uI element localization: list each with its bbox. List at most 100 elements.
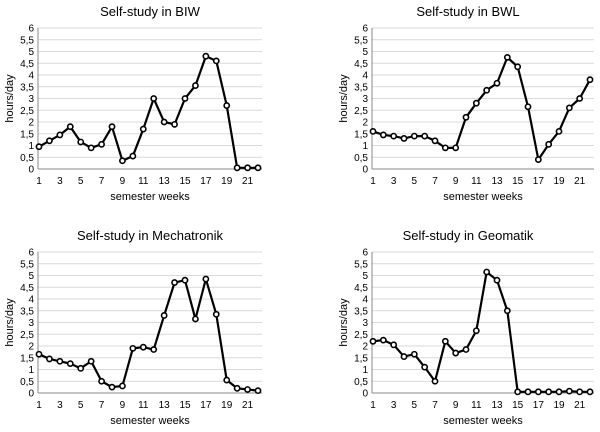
x-tick-label: 11 — [471, 176, 482, 187]
y-tick-label: 4 — [362, 295, 368, 306]
series-line — [372, 56, 591, 161]
data-point — [555, 388, 563, 396]
chart-panel-1: Self-study in BIW00,511,522,533,544,555,… — [4, 4, 262, 203]
data-point — [139, 343, 147, 351]
x-tick-label: 15 — [512, 176, 524, 187]
x-tick-label: 9 — [453, 400, 459, 411]
data-point — [472, 327, 480, 335]
y-tick-label: 6 — [362, 248, 368, 259]
data-point — [421, 132, 429, 140]
y-tick-label: 3,5 — [354, 306, 368, 317]
chart-title: Self-study in Mechatronik — [77, 228, 223, 243]
y-tick-label: 5 — [28, 47, 34, 58]
data-point — [472, 99, 480, 107]
data-point — [379, 131, 387, 139]
x-tick-label: 9 — [120, 176, 126, 187]
data-point — [98, 140, 105, 148]
data-point — [77, 138, 85, 146]
data-point — [150, 346, 158, 353]
y-tick-label: 1,5 — [354, 129, 368, 140]
data-point — [66, 360, 74, 368]
data-point — [192, 82, 199, 89]
y-tick-label: 0,5 — [20, 153, 34, 164]
data-point — [400, 353, 408, 360]
x-tick-label: 19 — [221, 176, 233, 187]
data-point — [77, 364, 85, 372]
x-tick-label: 17 — [200, 400, 212, 411]
x-tick-label: 15 — [512, 400, 524, 411]
x-tick-label: 7 — [432, 400, 438, 411]
data-point — [483, 268, 491, 276]
data-point — [503, 307, 511, 315]
y-tick-label: 6 — [28, 24, 34, 35]
y-tick-label: 1,5 — [20, 353, 34, 364]
data-point — [129, 344, 137, 352]
data-point — [576, 388, 584, 396]
x-tick-label: 1 — [370, 400, 376, 411]
x-tick-label: 15 — [179, 176, 191, 187]
x-tick-label: 7 — [99, 176, 105, 187]
x-tick-label: 17 — [200, 176, 212, 187]
y-tick-label: 5,5 — [20, 35, 34, 46]
data-point — [233, 384, 241, 392]
y-tick-label: 0 — [362, 389, 368, 400]
y-tick-label: 3,5 — [20, 82, 34, 93]
data-point — [493, 79, 501, 87]
y-tick-label: 6 — [362, 24, 368, 35]
data-point — [576, 95, 584, 102]
data-point — [483, 86, 491, 94]
x-tick-label: 21 — [574, 400, 586, 411]
y-tick-label: 3 — [28, 318, 34, 329]
y-tick-label: 3 — [362, 94, 368, 105]
series-line — [38, 55, 258, 169]
data-point — [171, 120, 178, 128]
x-tick-label: 13 — [491, 176, 503, 187]
x-tick-label: 21 — [574, 176, 586, 187]
y-tick-label: 3 — [28, 94, 34, 105]
data-point — [46, 355, 53, 363]
y-tick-label: 2 — [362, 342, 368, 353]
data-point — [379, 336, 387, 344]
data-point — [586, 76, 594, 84]
x-tick-label: 19 — [553, 400, 565, 411]
data-point — [400, 135, 408, 142]
x-axis-label: semester weeks — [443, 415, 523, 427]
data-point — [545, 388, 553, 396]
y-tick-label: 3,5 — [354, 82, 368, 93]
y-tick-label: 1,5 — [20, 129, 34, 140]
data-point — [452, 349, 460, 357]
data-point — [87, 357, 95, 365]
x-tick-label: 21 — [242, 400, 254, 411]
data-point — [441, 144, 449, 152]
data-point — [421, 363, 429, 371]
x-tick-label: 5 — [412, 176, 418, 187]
data-point — [35, 350, 43, 358]
x-tick-label: 11 — [138, 400, 149, 411]
data-point — [254, 387, 262, 395]
y-tick-label: 1 — [362, 141, 368, 152]
y-tick-label: 0 — [362, 165, 368, 176]
data-point — [534, 156, 542, 163]
data-point — [223, 376, 231, 384]
y-tick-label: 4 — [362, 71, 368, 82]
data-point — [46, 137, 53, 145]
y-tick-label: 2 — [362, 118, 368, 129]
y-tick-label: 4 — [28, 71, 34, 82]
data-point — [66, 123, 74, 131]
y-tick-label: 1 — [362, 365, 368, 376]
data-point — [202, 275, 210, 283]
y-tick-label: 5 — [28, 271, 34, 282]
x-tick-label: 5 — [412, 400, 418, 411]
data-point — [462, 346, 470, 353]
data-point — [223, 102, 231, 109]
chart-panel-3: Self-study in Mechatronik00,511,522,533,… — [4, 228, 262, 427]
x-tick-label: 3 — [57, 400, 63, 411]
data-point — [254, 164, 262, 172]
chart-title: Self-study in BIW — [100, 4, 200, 19]
x-tick-label: 3 — [391, 176, 397, 187]
chart-panel-2: Self-study in BWL00,511,522,533,544,555,… — [338, 4, 594, 203]
data-point — [212, 310, 220, 318]
data-point — [514, 388, 522, 396]
y-tick-label: 4 — [28, 295, 34, 306]
data-point — [390, 341, 398, 349]
